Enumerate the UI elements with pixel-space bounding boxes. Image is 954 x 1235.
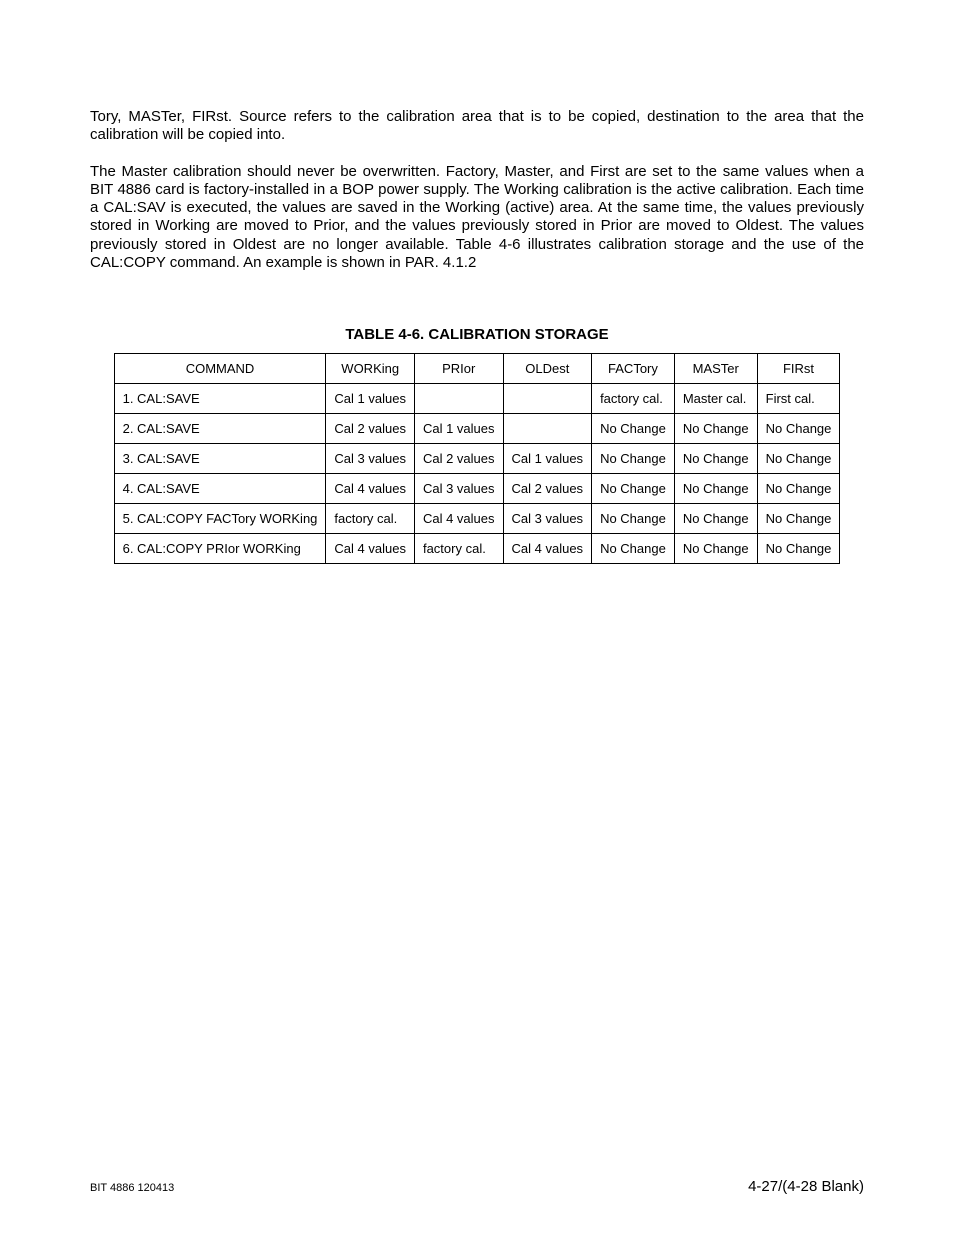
table-cell: No Change (592, 444, 675, 474)
table-cell: No Change (674, 414, 757, 444)
paragraph-1: Tory, MASTer, FIRst. Source refers to th… (90, 108, 864, 145)
table-row: 1. CAL:SAVE Cal 1 values factory cal. Ma… (114, 384, 840, 414)
table-header-cell: COMMAND (114, 354, 326, 384)
table-cell: 4. CAL:SAVE (114, 474, 326, 504)
table-header-row: COMMAND WORKing PRIor OLDest FACTory MAS… (114, 354, 840, 384)
table-cell: No Change (592, 474, 675, 504)
table-cell: 3. CAL:SAVE (114, 444, 326, 474)
table-cell: Cal 1 values (414, 414, 503, 444)
table-cell: Cal 4 values (503, 534, 592, 564)
page-footer: BIT 4886 120413 4-27/(4-28 Blank) (90, 1178, 864, 1195)
table-cell: Cal 2 values (326, 414, 415, 444)
table-cell: Cal 2 values (414, 444, 503, 474)
table-cell: No Change (757, 444, 840, 474)
table-cell: First cal. (757, 384, 840, 414)
table-cell: 1. CAL:SAVE (114, 384, 326, 414)
paragraph-2: The Master calibration should never be o… (90, 163, 864, 273)
table-cell: No Change (592, 414, 675, 444)
table-cell: Cal 3 values (326, 444, 415, 474)
table-cell: Cal 2 values (503, 474, 592, 504)
footer-left: BIT 4886 120413 (90, 1182, 174, 1194)
table-cell: 6. CAL:COPY PRIor WORKing (114, 534, 326, 564)
table-cell: No Change (757, 414, 840, 444)
table-cell: 5. CAL:COPY FACTory WORKing (114, 504, 326, 534)
calibration-table: COMMAND WORKing PRIor OLDest FACTory MAS… (114, 353, 841, 564)
table-cell (503, 384, 592, 414)
table-header-cell: PRIor (414, 354, 503, 384)
table-cell: No Change (674, 444, 757, 474)
table-cell: No Change (592, 504, 675, 534)
table-header-cell: WORKing (326, 354, 415, 384)
table-cell (503, 414, 592, 444)
table-cell: Cal 4 values (326, 534, 415, 564)
footer-right: 4-27/(4-28 Blank) (748, 1178, 864, 1195)
table-row: 6. CAL:COPY PRIor WORKing Cal 4 values f… (114, 534, 840, 564)
table-cell: factory cal. (414, 534, 503, 564)
table-cell: No Change (674, 474, 757, 504)
table-cell: No Change (757, 534, 840, 564)
table-cell: No Change (674, 504, 757, 534)
table-cell: Cal 1 values (326, 384, 415, 414)
table-cell: Cal 3 values (414, 474, 503, 504)
table-header-cell: FACTory (592, 354, 675, 384)
table-cell: 2. CAL:SAVE (114, 414, 326, 444)
table-cell: Cal 1 values (503, 444, 592, 474)
table-title: TABLE 4-6. CALIBRATION STORAGE (90, 326, 864, 343)
table-header-cell: MASTer (674, 354, 757, 384)
table-cell: factory cal. (592, 384, 675, 414)
table-cell: Cal 4 values (326, 474, 415, 504)
table-cell: No Change (674, 534, 757, 564)
table-cell: No Change (757, 504, 840, 534)
page: Tory, MASTer, FIRst. Source refers to th… (0, 0, 954, 1235)
table-cell (414, 384, 503, 414)
table-cell: factory cal. (326, 504, 415, 534)
table-row: 3. CAL:SAVE Cal 3 values Cal 2 values Ca… (114, 444, 840, 474)
table-header-cell: OLDest (503, 354, 592, 384)
table-row: 2. CAL:SAVE Cal 2 values Cal 1 values No… (114, 414, 840, 444)
table-header-cell: FIRst (757, 354, 840, 384)
table-row: 4. CAL:SAVE Cal 4 values Cal 3 values Ca… (114, 474, 840, 504)
table-cell: No Change (592, 534, 675, 564)
table-cell: Cal 3 values (503, 504, 592, 534)
table-row: 5. CAL:COPY FACTory WORKing factory cal.… (114, 504, 840, 534)
table-cell: Master cal. (674, 384, 757, 414)
table-cell: Cal 4 values (414, 504, 503, 534)
table-cell: No Change (757, 474, 840, 504)
